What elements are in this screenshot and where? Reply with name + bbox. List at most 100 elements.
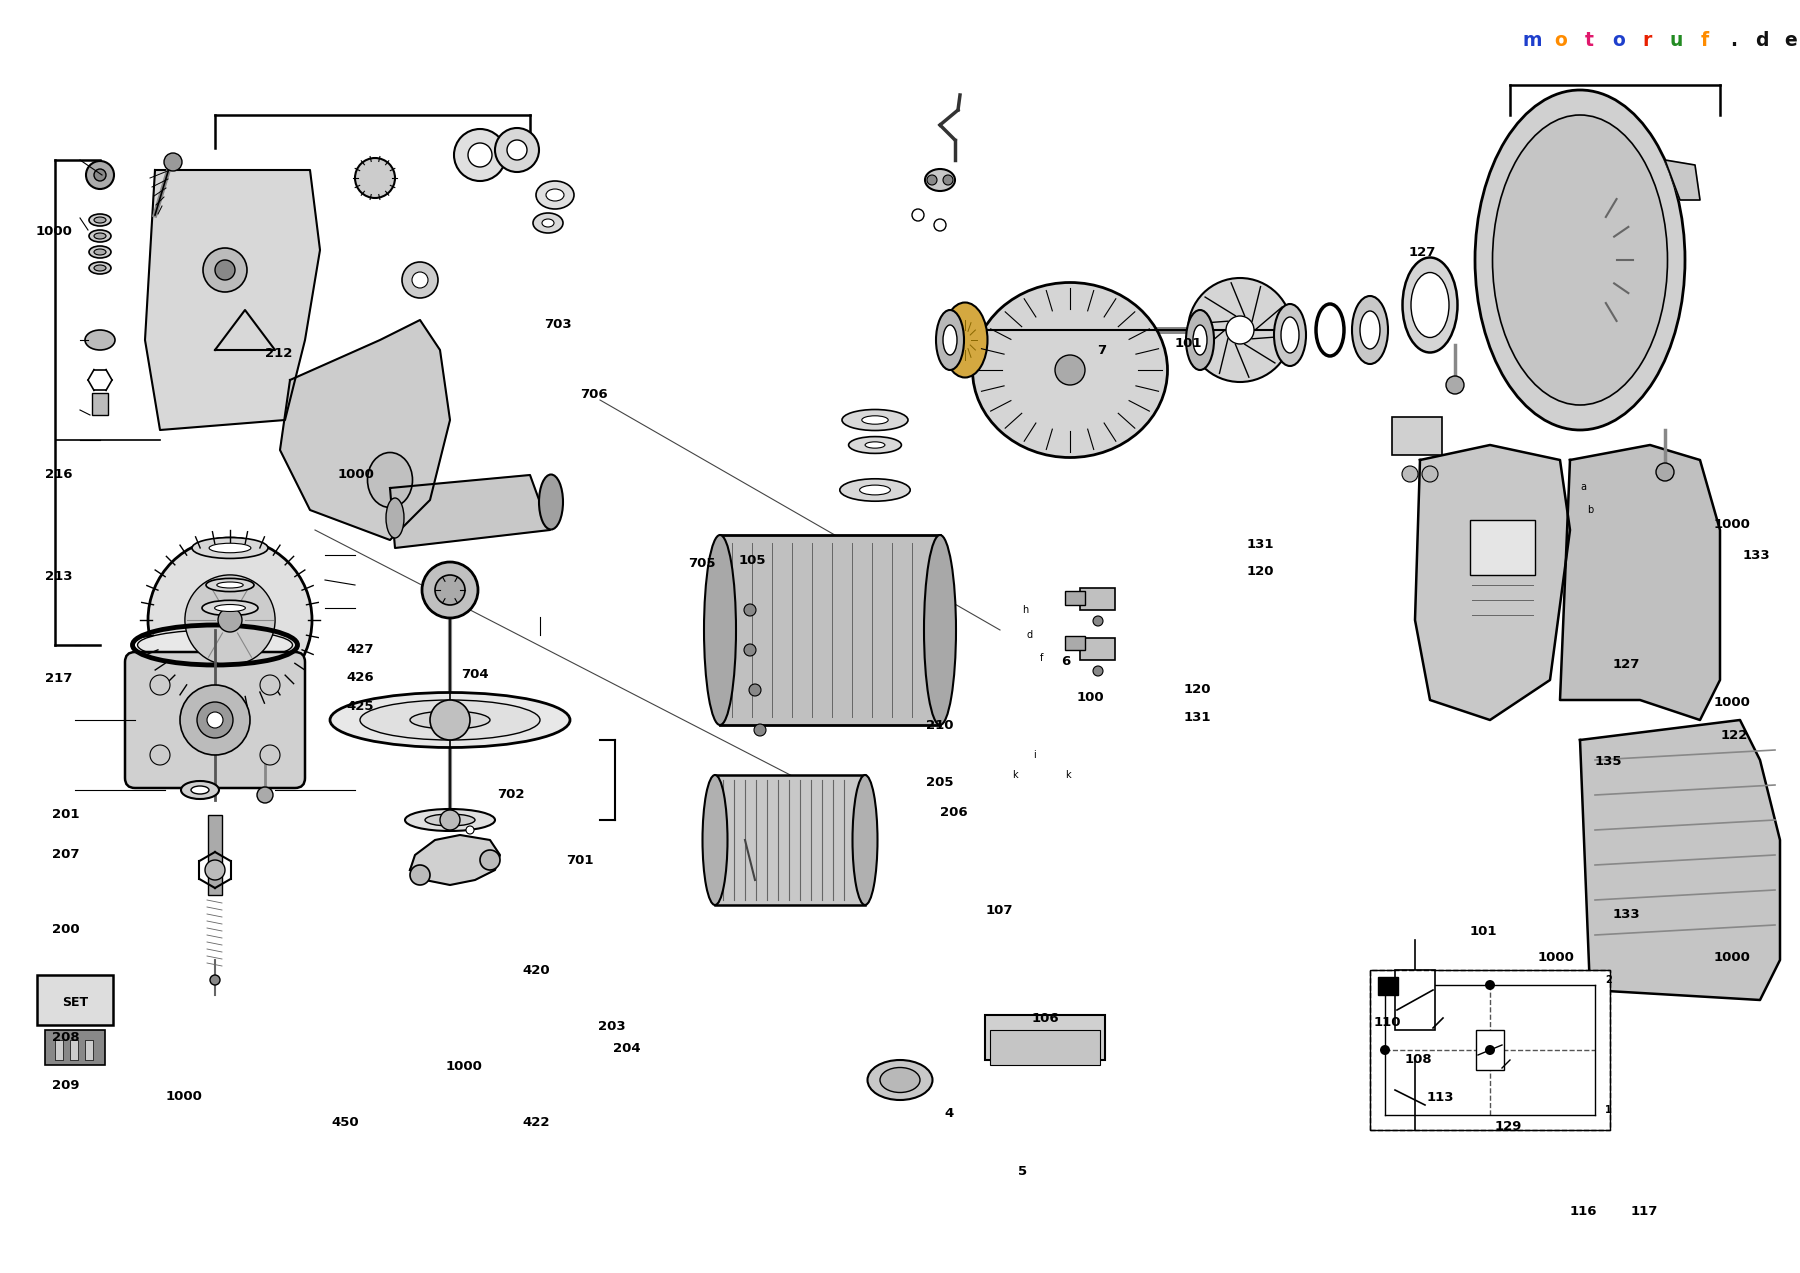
Circle shape <box>412 272 428 288</box>
Text: u: u <box>1669 32 1683 50</box>
Text: .: . <box>1730 32 1737 50</box>
Circle shape <box>1188 278 1292 382</box>
Ellipse shape <box>94 233 106 239</box>
Text: 212: 212 <box>265 348 293 360</box>
Ellipse shape <box>1361 311 1381 349</box>
Text: 217: 217 <box>45 672 72 685</box>
Bar <box>1476 1030 1505 1071</box>
Ellipse shape <box>137 630 293 659</box>
Text: 117: 117 <box>1631 1206 1658 1218</box>
Ellipse shape <box>943 325 958 355</box>
Polygon shape <box>1665 160 1699 200</box>
Text: 2: 2 <box>1606 975 1611 985</box>
Text: k: k <box>1066 770 1071 780</box>
Circle shape <box>1226 316 1255 344</box>
Ellipse shape <box>936 311 965 370</box>
Circle shape <box>436 575 464 605</box>
Text: e: e <box>1784 32 1798 50</box>
Bar <box>1080 588 1114 610</box>
Bar <box>1066 636 1085 651</box>
Text: 1000: 1000 <box>1714 696 1750 709</box>
Ellipse shape <box>360 700 540 740</box>
Circle shape <box>149 745 169 765</box>
Polygon shape <box>146 171 320 430</box>
Circle shape <box>1402 466 1418 482</box>
Ellipse shape <box>405 810 495 831</box>
Circle shape <box>743 644 756 656</box>
Ellipse shape <box>367 452 412 508</box>
Circle shape <box>185 575 275 665</box>
Ellipse shape <box>536 181 574 209</box>
Ellipse shape <box>94 250 106 255</box>
Bar <box>1066 591 1085 605</box>
Text: 207: 207 <box>52 848 79 861</box>
FancyBboxPatch shape <box>124 652 304 788</box>
Text: 100: 100 <box>1076 691 1105 704</box>
Text: 131: 131 <box>1246 538 1274 551</box>
Text: 1000: 1000 <box>1537 951 1573 964</box>
Ellipse shape <box>853 775 878 905</box>
Ellipse shape <box>1474 90 1685 430</box>
Circle shape <box>749 684 761 696</box>
Text: 1000: 1000 <box>338 468 374 481</box>
Text: 6: 6 <box>1060 656 1071 668</box>
Circle shape <box>205 861 225 880</box>
Ellipse shape <box>542 219 554 227</box>
Circle shape <box>468 143 491 167</box>
Text: m: m <box>1523 32 1541 50</box>
Text: 422: 422 <box>522 1116 551 1129</box>
Ellipse shape <box>866 442 886 448</box>
Text: 127: 127 <box>1408 246 1436 258</box>
Circle shape <box>1381 1045 1390 1055</box>
Ellipse shape <box>841 479 911 502</box>
Text: 1000: 1000 <box>166 1090 202 1102</box>
Circle shape <box>1485 1045 1496 1055</box>
Circle shape <box>466 826 473 834</box>
Ellipse shape <box>202 601 257 616</box>
Ellipse shape <box>410 712 490 729</box>
Ellipse shape <box>862 416 887 424</box>
Circle shape <box>218 608 241 631</box>
Text: 133: 133 <box>1613 908 1640 920</box>
Text: 106: 106 <box>1031 1012 1060 1025</box>
Circle shape <box>1093 616 1103 626</box>
Circle shape <box>454 129 506 181</box>
Circle shape <box>180 685 250 755</box>
Circle shape <box>481 850 500 869</box>
Text: 5: 5 <box>1017 1165 1028 1178</box>
Bar <box>715 775 866 905</box>
Text: 208: 208 <box>52 1031 79 1044</box>
Bar <box>1370 970 1609 1130</box>
Circle shape <box>164 153 182 171</box>
Circle shape <box>86 160 113 188</box>
Text: k: k <box>1012 770 1017 780</box>
Ellipse shape <box>538 475 563 530</box>
Text: o: o <box>1553 32 1568 50</box>
Text: r: r <box>1642 32 1652 50</box>
Ellipse shape <box>1352 297 1388 364</box>
Text: f: f <box>1701 32 1708 50</box>
Text: d: d <box>1755 32 1769 50</box>
Circle shape <box>355 158 394 199</box>
Circle shape <box>439 810 461 830</box>
Text: 701: 701 <box>565 854 594 867</box>
Text: 702: 702 <box>497 788 526 801</box>
Text: d: d <box>1028 630 1033 640</box>
Ellipse shape <box>925 169 956 191</box>
Text: 205: 205 <box>925 777 954 789</box>
Ellipse shape <box>702 775 727 905</box>
Bar <box>38 975 113 1025</box>
Bar <box>720 535 940 726</box>
Circle shape <box>207 712 223 728</box>
Text: 703: 703 <box>544 318 572 331</box>
Ellipse shape <box>193 537 268 559</box>
Circle shape <box>1093 666 1103 676</box>
Bar <box>85 1040 94 1060</box>
Text: 216: 216 <box>45 468 72 481</box>
Ellipse shape <box>868 1060 932 1100</box>
Ellipse shape <box>214 605 245 611</box>
Text: h: h <box>1022 605 1028 615</box>
Text: 127: 127 <box>1613 658 1640 671</box>
Ellipse shape <box>88 246 112 258</box>
Circle shape <box>754 724 767 736</box>
